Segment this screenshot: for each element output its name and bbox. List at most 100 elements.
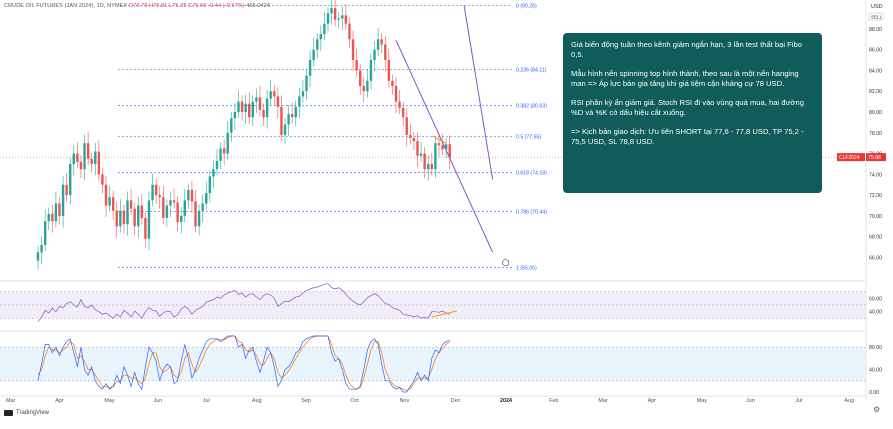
candle-body xyxy=(51,213,54,222)
candle-body xyxy=(391,80,394,87)
time-axis-label: Feb xyxy=(549,398,558,404)
price-tick-label: 78.00 xyxy=(869,131,882,137)
candle-body xyxy=(333,8,337,20)
candle-body xyxy=(147,200,151,239)
current-price-symbol: CLF2024 xyxy=(839,155,860,161)
price-tick-label: 74.00 xyxy=(869,172,882,178)
brand-label: TradingView xyxy=(16,410,50,416)
settings-gear-icon[interactable]: ⚙ xyxy=(873,405,881,414)
fib-level-label: 0.236 (84.11) xyxy=(516,67,547,73)
candle-body xyxy=(43,221,47,246)
candle-body xyxy=(255,97,258,102)
channel-upper-line xyxy=(463,4,494,180)
candle-body xyxy=(330,8,333,14)
candle-body xyxy=(273,91,276,97)
candle-body xyxy=(190,189,194,202)
candle-body xyxy=(312,49,315,61)
candle-body xyxy=(351,39,355,61)
candle-body xyxy=(205,193,208,204)
candle-body xyxy=(355,60,358,71)
tradingview-brand[interactable]: TradingView xyxy=(4,410,49,416)
candle-body xyxy=(90,158,93,164)
candle-body xyxy=(226,132,229,154)
candle-body xyxy=(437,143,441,146)
candle-body xyxy=(187,189,190,201)
candle-body xyxy=(65,184,68,196)
candle-body xyxy=(430,163,433,170)
candle-body xyxy=(219,148,222,161)
candle-body xyxy=(201,203,204,211)
candle-body xyxy=(215,160,219,170)
candle-body xyxy=(244,103,247,113)
candle-body xyxy=(180,215,183,223)
candle-body xyxy=(419,153,423,156)
price-tick-label: 84.00 xyxy=(869,68,882,74)
time-axis-label: Mar xyxy=(6,398,15,404)
candle-body xyxy=(197,210,201,227)
candle-body xyxy=(348,23,351,40)
candle-body xyxy=(115,210,118,227)
candle-body xyxy=(294,106,297,118)
candle-body xyxy=(362,86,365,92)
stoch-d-line xyxy=(37,335,450,391)
candle-body xyxy=(412,138,416,142)
price-tick-label: 72.00 xyxy=(869,193,882,199)
candle-body xyxy=(240,101,244,113)
current-price-value: 75.66 xyxy=(868,155,881,161)
candle-body xyxy=(140,205,144,219)
price-tick-label: 66.00 xyxy=(869,255,882,261)
candle-body xyxy=(76,153,79,162)
candle-body xyxy=(111,197,115,211)
candle-body xyxy=(305,75,308,92)
stoch-tick-label: 80.00 xyxy=(869,345,882,351)
callout-paragraph-2: Mẫu hình nến spinning top hình thành, th… xyxy=(571,69,799,88)
candle-body xyxy=(441,145,444,150)
candle-body xyxy=(280,106,283,135)
candle-body xyxy=(416,141,419,156)
time-axis-label: May xyxy=(104,398,114,404)
candle-body xyxy=(72,153,75,164)
fib-level-label: 0.382 (80.63) xyxy=(516,103,547,109)
time-axis-label: May xyxy=(697,398,707,404)
candle-body xyxy=(61,184,65,216)
candle-body xyxy=(154,184,158,196)
fib-level-label: 0.5 (77.65) xyxy=(516,134,541,140)
candle-body xyxy=(86,143,90,159)
candle-body xyxy=(172,200,176,203)
candle-body xyxy=(316,39,319,50)
candle-body xyxy=(444,144,448,150)
candle-body xyxy=(251,101,254,118)
candle-body xyxy=(405,117,408,135)
price-tick-label: 86.00 xyxy=(869,48,882,54)
candle-body xyxy=(398,101,401,108)
time-axis-label: Apr xyxy=(55,398,64,404)
candle-body xyxy=(194,201,197,227)
ohlc-quote: O76.79 H76.81 L75.35 C75.66 -0.44 (-0.57… xyxy=(128,3,245,9)
candle-body xyxy=(341,15,344,19)
candle-body xyxy=(126,200,129,225)
candle-body xyxy=(233,112,237,119)
candle-body xyxy=(337,18,340,20)
candle-body xyxy=(129,200,133,209)
stoch-band xyxy=(0,347,866,381)
candle-body xyxy=(276,96,280,107)
stoch-tick-label: 40.00 xyxy=(869,368,882,374)
candle-body xyxy=(230,118,233,133)
price-tick-label: 70.00 xyxy=(869,214,882,220)
candle-body xyxy=(290,114,294,118)
candle-body xyxy=(40,245,43,253)
candle-body xyxy=(269,91,272,99)
candle-body xyxy=(326,13,330,24)
fib-level-label: 0 (90.26) xyxy=(516,3,537,9)
currency-label: USD xyxy=(871,4,883,10)
candle-body xyxy=(308,60,312,76)
candle-body xyxy=(165,205,169,219)
candle-body xyxy=(176,202,179,223)
candle-body xyxy=(369,60,373,81)
candle-body xyxy=(94,151,97,164)
time-axis-label: Oct xyxy=(350,398,359,404)
candle-body xyxy=(301,91,305,97)
time-axis-label: Sep xyxy=(301,398,311,404)
